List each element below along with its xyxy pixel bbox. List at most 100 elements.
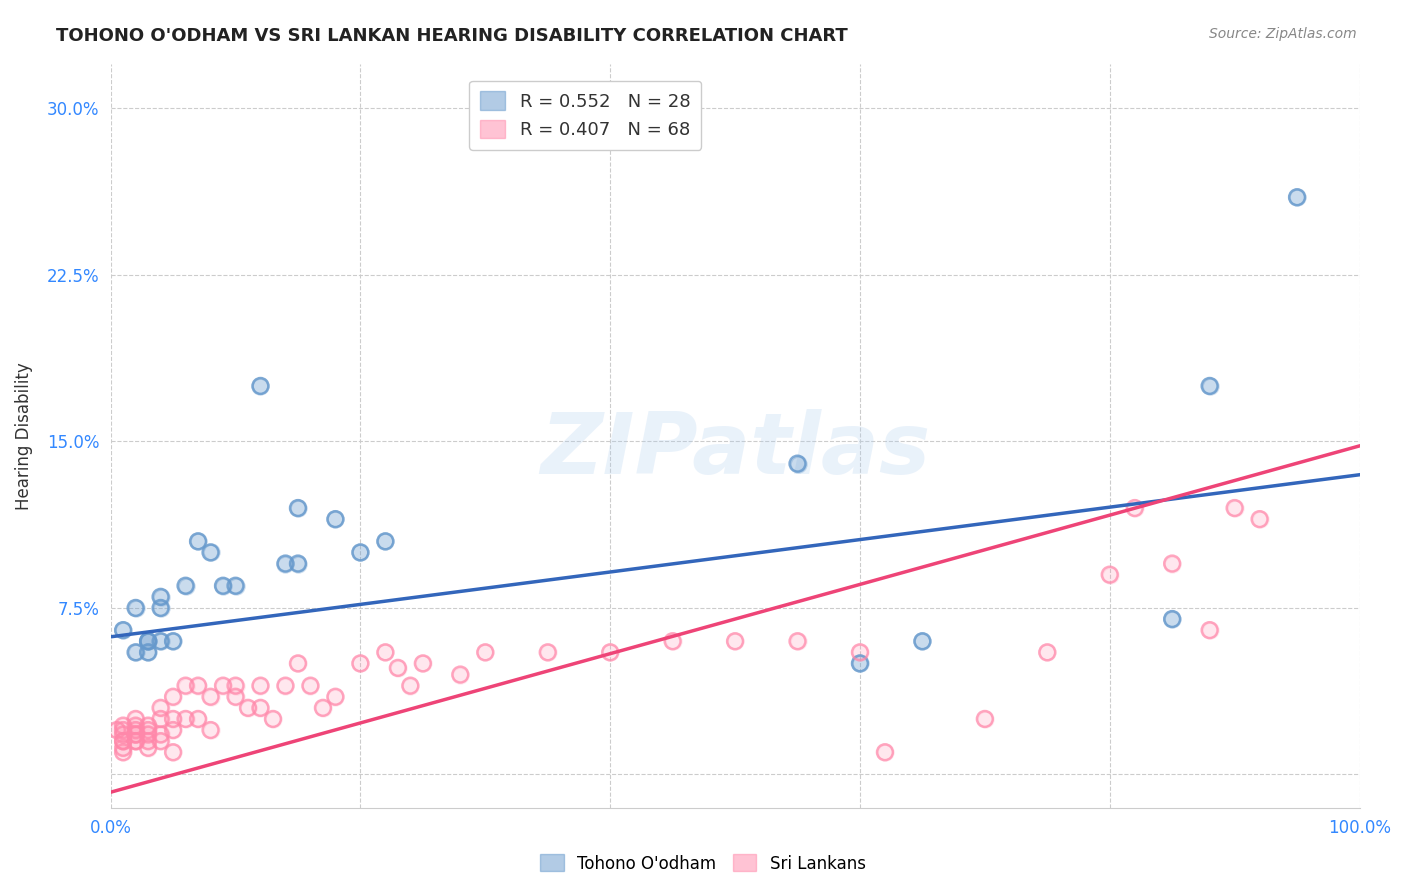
Legend: Tohono O'odham, Sri Lankans: Tohono O'odham, Sri Lankans bbox=[534, 847, 872, 880]
Point bbox=[212, 679, 235, 693]
Point bbox=[187, 712, 209, 726]
Point bbox=[149, 734, 172, 748]
Point bbox=[149, 712, 172, 726]
Point bbox=[973, 712, 995, 726]
Point bbox=[724, 634, 747, 648]
Point bbox=[162, 745, 184, 759]
Point bbox=[1249, 512, 1271, 526]
Point bbox=[136, 727, 159, 741]
Point bbox=[249, 679, 271, 693]
Point bbox=[786, 634, 808, 648]
Text: Source: ZipAtlas.com: Source: ZipAtlas.com bbox=[1209, 27, 1357, 41]
Point bbox=[873, 745, 896, 759]
Point bbox=[412, 657, 434, 671]
Legend: R = 0.552   N = 28, R = 0.407   N = 68: R = 0.552 N = 28, R = 0.407 N = 68 bbox=[470, 80, 702, 150]
Point bbox=[124, 734, 146, 748]
Point bbox=[124, 601, 146, 615]
Point bbox=[162, 690, 184, 704]
Point bbox=[274, 679, 297, 693]
Point bbox=[374, 534, 396, 549]
Point bbox=[149, 727, 172, 741]
Point bbox=[849, 657, 872, 671]
Point bbox=[387, 661, 409, 675]
Point bbox=[249, 701, 271, 715]
Point bbox=[374, 645, 396, 659]
Point bbox=[1223, 501, 1246, 516]
Point bbox=[873, 745, 896, 759]
Point bbox=[599, 645, 621, 659]
Point bbox=[1286, 190, 1309, 204]
Point bbox=[325, 512, 347, 526]
Point bbox=[287, 657, 309, 671]
Point bbox=[162, 690, 184, 704]
Point bbox=[112, 718, 135, 732]
Point bbox=[249, 379, 271, 393]
Point bbox=[1161, 557, 1184, 571]
Point bbox=[105, 723, 128, 737]
Point bbox=[162, 723, 184, 737]
Point bbox=[474, 645, 496, 659]
Point bbox=[274, 557, 297, 571]
Point bbox=[236, 701, 259, 715]
Point bbox=[262, 712, 284, 726]
Point bbox=[162, 634, 184, 648]
Point bbox=[849, 645, 872, 659]
Point bbox=[200, 545, 222, 559]
Point bbox=[112, 727, 135, 741]
Point bbox=[112, 740, 135, 755]
Point bbox=[124, 723, 146, 737]
Point bbox=[136, 740, 159, 755]
Point bbox=[911, 634, 934, 648]
Point bbox=[149, 590, 172, 604]
Point bbox=[399, 679, 422, 693]
Point bbox=[1249, 512, 1271, 526]
Point bbox=[124, 723, 146, 737]
Point bbox=[349, 657, 371, 671]
Point bbox=[162, 723, 184, 737]
Point bbox=[136, 645, 159, 659]
Point bbox=[149, 701, 172, 715]
Point bbox=[1161, 557, 1184, 571]
Point bbox=[786, 457, 808, 471]
Point bbox=[236, 701, 259, 715]
Point bbox=[124, 727, 146, 741]
Point bbox=[661, 634, 683, 648]
Point bbox=[136, 718, 159, 732]
Point bbox=[325, 512, 347, 526]
Point bbox=[187, 712, 209, 726]
Point bbox=[849, 645, 872, 659]
Point bbox=[162, 712, 184, 726]
Point bbox=[274, 679, 297, 693]
Point bbox=[124, 727, 146, 741]
Point bbox=[124, 727, 146, 741]
Point bbox=[287, 557, 309, 571]
Point bbox=[225, 579, 247, 593]
Point bbox=[174, 679, 197, 693]
Text: TOHONO O'ODHAM VS SRI LANKAN HEARING DISABILITY CORRELATION CHART: TOHONO O'ODHAM VS SRI LANKAN HEARING DIS… bbox=[56, 27, 848, 45]
Point bbox=[124, 712, 146, 726]
Point bbox=[174, 579, 197, 593]
Point bbox=[1198, 379, 1220, 393]
Point bbox=[187, 679, 209, 693]
Point bbox=[136, 718, 159, 732]
Point bbox=[162, 745, 184, 759]
Point bbox=[225, 579, 247, 593]
Point bbox=[287, 501, 309, 516]
Point bbox=[1198, 623, 1220, 637]
Point bbox=[1036, 645, 1059, 659]
Point bbox=[105, 723, 128, 737]
Point bbox=[124, 712, 146, 726]
Point bbox=[149, 590, 172, 604]
Point bbox=[124, 734, 146, 748]
Point bbox=[1098, 567, 1121, 582]
Point bbox=[112, 727, 135, 741]
Point bbox=[474, 645, 496, 659]
Point bbox=[599, 645, 621, 659]
Point bbox=[149, 601, 172, 615]
Point bbox=[200, 690, 222, 704]
Point bbox=[299, 679, 322, 693]
Point bbox=[225, 690, 247, 704]
Point bbox=[287, 657, 309, 671]
Point bbox=[162, 634, 184, 648]
Point bbox=[136, 734, 159, 748]
